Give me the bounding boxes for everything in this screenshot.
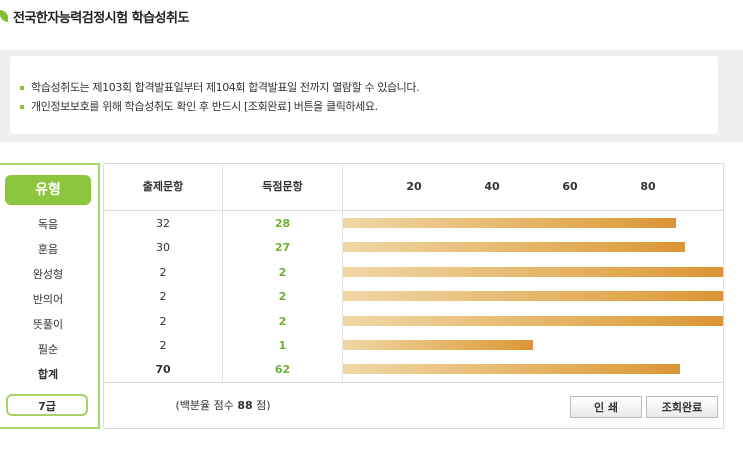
axis-tick: 80 bbox=[640, 180, 656, 193]
achievement-bar bbox=[343, 364, 680, 375]
type-header: 유형 bbox=[5, 175, 91, 205]
column-divider bbox=[222, 164, 223, 382]
notice-list: 학습성취도는 제103회 합격발표일부터 제104회 합격발표일 전까지 열람할… bbox=[20, 78, 420, 116]
achievement-bar bbox=[343, 340, 533, 350]
achievement-table: 출제문항 득점문항 20 40 60 80 32 28 30 27 2 2 2 2 2 2 2 1 70… bbox=[103, 163, 724, 429]
header-questions: 출제문항 bbox=[142, 180, 184, 193]
percentile-score: (백분율 점수 88 점) bbox=[175, 399, 271, 412]
score-cell: 2 bbox=[278, 265, 287, 279]
notice-item: 학습성취도는 제103회 합격발표일부터 제104회 합격발표일 전까지 열람할… bbox=[20, 78, 420, 97]
table-row: 32 28 bbox=[104, 211, 723, 236]
axis-tick: 40 bbox=[484, 180, 500, 193]
table-header: 출제문항 득점문항 20 40 60 80 bbox=[104, 164, 723, 211]
table-footer: (백분율 점수 88 점) 인 쇄 조회완료 bbox=[104, 382, 723, 429]
percentile-value: 88 bbox=[237, 399, 253, 412]
axis-tick: 20 bbox=[406, 180, 422, 193]
column-divider bbox=[342, 164, 343, 382]
type-panel: 유형 독음 훈음 완성형 반의어 뜻풀이 필순 합계 7급 bbox=[0, 163, 100, 429]
type-list: 독음 훈음 완성형 반의어 뜻풀이 필순 합계 bbox=[0, 212, 96, 387]
leaf-icon bbox=[0, 10, 8, 22]
score-cell: 2 bbox=[278, 314, 287, 328]
table-row-total: 70 62 bbox=[104, 357, 723, 382]
questions-cell: 70 bbox=[155, 363, 171, 377]
type-item: 뜻풀이 bbox=[32, 318, 64, 331]
type-item: 필순 bbox=[37, 343, 59, 356]
questions-cell: 2 bbox=[159, 314, 167, 328]
bullet-icon bbox=[20, 85, 24, 90]
notice-item: 개인정보보호를 위해 학습성취도 확인 후 반드시 [조회완료] 버튼을 클릭하… bbox=[20, 97, 419, 116]
score-cell: 27 bbox=[274, 241, 291, 255]
achievement-bar bbox=[343, 218, 676, 228]
header-score: 득점문항 bbox=[262, 180, 303, 193]
achievement-bar bbox=[343, 291, 723, 302]
score-cell: 28 bbox=[274, 217, 291, 230]
score-cell: 62 bbox=[274, 363, 291, 377]
questions-cell: 2 bbox=[159, 290, 167, 304]
bullet-icon bbox=[20, 104, 24, 109]
achievement-bar bbox=[343, 242, 685, 253]
page-title: 전국한자능력검정시험 학습성취도 bbox=[0, 8, 189, 26]
score-cell: 2 bbox=[278, 290, 287, 304]
questions-cell: 2 bbox=[159, 265, 167, 279]
type-item: 완성형 bbox=[32, 268, 64, 281]
axis-tick: 60 bbox=[562, 180, 578, 193]
type-item-total: 합계 bbox=[37, 368, 59, 381]
print-button[interactable]: 인 쇄 bbox=[570, 396, 642, 418]
score-cell: 1 bbox=[278, 339, 287, 352]
type-item: 훈음 bbox=[37, 243, 59, 256]
achievement-bar bbox=[343, 315, 723, 326]
achievement-bar bbox=[343, 266, 723, 277]
notice-area: 학습성취도는 제103회 합격발표일부터 제104회 합격발표일 전까지 열람할… bbox=[0, 50, 743, 142]
questions-cell: 32 bbox=[156, 217, 170, 230]
complete-button[interactable]: 조회완료 bbox=[646, 396, 718, 418]
questions-cell: 2 bbox=[159, 339, 167, 352]
type-item: 반의어 bbox=[32, 293, 64, 306]
grade-badge: 7급 bbox=[6, 394, 88, 416]
page-title-text: 전국한자능력검정시험 학습성취도 bbox=[13, 10, 189, 26]
type-item: 독음 bbox=[37, 218, 59, 231]
table-row: 30 27 bbox=[104, 235, 723, 260]
questions-cell: 30 bbox=[156, 241, 170, 255]
notice-box: 학습성취도는 제103회 합격발표일부터 제104회 합격발표일 전까지 열람할… bbox=[10, 56, 718, 134]
